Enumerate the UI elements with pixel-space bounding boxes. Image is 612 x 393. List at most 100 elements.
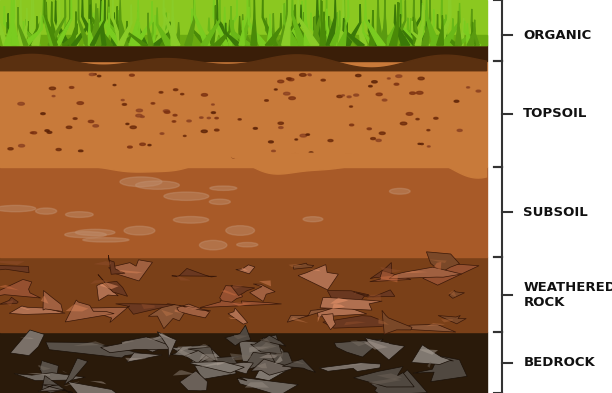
Polygon shape xyxy=(118,270,143,274)
Ellipse shape xyxy=(120,177,162,187)
Polygon shape xyxy=(288,264,302,267)
Ellipse shape xyxy=(295,139,297,140)
Polygon shape xyxy=(242,352,287,371)
Polygon shape xyxy=(38,365,51,371)
Polygon shape xyxy=(320,1,324,45)
Ellipse shape xyxy=(389,188,410,194)
Polygon shape xyxy=(64,382,80,386)
Polygon shape xyxy=(0,285,20,290)
Polygon shape xyxy=(185,0,195,45)
Ellipse shape xyxy=(427,146,430,147)
Polygon shape xyxy=(371,370,427,393)
Polygon shape xyxy=(262,0,277,45)
Ellipse shape xyxy=(173,217,209,223)
Ellipse shape xyxy=(306,134,310,135)
Polygon shape xyxy=(62,24,77,45)
Polygon shape xyxy=(390,2,398,45)
Polygon shape xyxy=(173,370,195,376)
Polygon shape xyxy=(382,310,412,334)
Polygon shape xyxy=(118,5,132,45)
Bar xyxy=(0,167,487,257)
Polygon shape xyxy=(271,13,275,45)
Polygon shape xyxy=(250,284,275,301)
Polygon shape xyxy=(64,358,88,385)
Ellipse shape xyxy=(127,146,132,148)
Polygon shape xyxy=(188,9,192,45)
Polygon shape xyxy=(380,267,402,274)
Polygon shape xyxy=(266,18,282,45)
Polygon shape xyxy=(293,263,314,269)
Polygon shape xyxy=(267,14,272,45)
Polygon shape xyxy=(437,14,458,45)
Polygon shape xyxy=(279,0,288,45)
Polygon shape xyxy=(43,0,56,45)
Polygon shape xyxy=(84,1,103,45)
Polygon shape xyxy=(152,22,171,45)
Ellipse shape xyxy=(47,131,52,133)
Ellipse shape xyxy=(409,92,416,94)
Polygon shape xyxy=(269,352,293,366)
Polygon shape xyxy=(213,20,231,45)
Ellipse shape xyxy=(77,102,83,105)
Ellipse shape xyxy=(65,231,106,238)
Polygon shape xyxy=(411,21,430,45)
Ellipse shape xyxy=(126,123,129,125)
Polygon shape xyxy=(236,265,255,274)
Polygon shape xyxy=(311,0,321,45)
Ellipse shape xyxy=(396,75,402,77)
Ellipse shape xyxy=(406,112,412,115)
Polygon shape xyxy=(431,15,446,45)
Ellipse shape xyxy=(211,112,215,114)
Ellipse shape xyxy=(312,160,316,162)
Polygon shape xyxy=(82,0,100,45)
Ellipse shape xyxy=(130,74,134,76)
Polygon shape xyxy=(364,341,388,350)
Ellipse shape xyxy=(432,157,437,159)
Ellipse shape xyxy=(66,126,72,129)
Polygon shape xyxy=(330,298,348,304)
Polygon shape xyxy=(392,0,406,45)
Ellipse shape xyxy=(272,150,275,152)
Ellipse shape xyxy=(151,103,155,104)
Ellipse shape xyxy=(94,73,96,75)
Polygon shape xyxy=(53,0,60,45)
Polygon shape xyxy=(157,7,173,45)
Ellipse shape xyxy=(356,74,361,77)
Ellipse shape xyxy=(136,114,142,117)
Polygon shape xyxy=(332,304,345,309)
Ellipse shape xyxy=(181,94,184,95)
Polygon shape xyxy=(338,22,346,45)
Polygon shape xyxy=(118,10,136,45)
Ellipse shape xyxy=(45,130,49,132)
Polygon shape xyxy=(437,15,443,45)
Polygon shape xyxy=(316,0,324,45)
Polygon shape xyxy=(28,0,46,45)
Polygon shape xyxy=(113,0,124,45)
Ellipse shape xyxy=(416,92,423,94)
Polygon shape xyxy=(203,358,217,362)
Polygon shape xyxy=(217,0,237,45)
Polygon shape xyxy=(250,335,282,354)
Ellipse shape xyxy=(164,192,209,200)
Ellipse shape xyxy=(121,99,124,101)
Polygon shape xyxy=(338,18,345,45)
Polygon shape xyxy=(320,298,382,310)
Polygon shape xyxy=(291,317,308,323)
Polygon shape xyxy=(370,263,392,280)
Polygon shape xyxy=(455,11,461,45)
Polygon shape xyxy=(45,2,59,45)
Polygon shape xyxy=(21,16,42,45)
Polygon shape xyxy=(43,0,55,45)
Ellipse shape xyxy=(299,73,306,76)
Polygon shape xyxy=(326,0,344,45)
Polygon shape xyxy=(317,305,367,317)
Ellipse shape xyxy=(376,139,381,141)
Ellipse shape xyxy=(345,155,350,157)
Polygon shape xyxy=(291,361,304,364)
Polygon shape xyxy=(239,341,285,365)
Ellipse shape xyxy=(165,111,170,113)
Polygon shape xyxy=(0,54,487,71)
Polygon shape xyxy=(413,0,420,45)
Ellipse shape xyxy=(371,138,376,140)
Polygon shape xyxy=(133,2,152,45)
